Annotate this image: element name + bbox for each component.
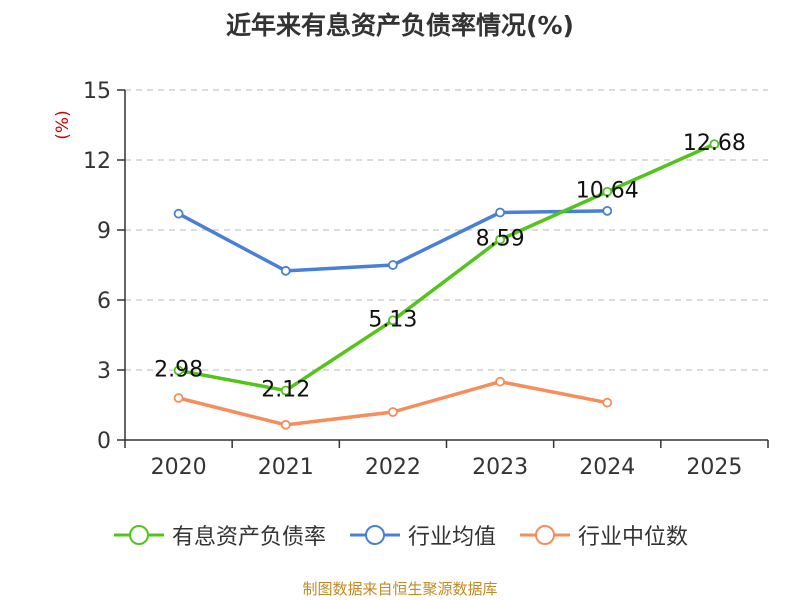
legend-marker-icon <box>113 525 164 545</box>
y-axis-label: (%) <box>53 110 73 139</box>
y-tick-label: 6 <box>97 289 111 314</box>
data-point <box>495 376 505 387</box>
legend-label: 行业中位数 <box>578 525 689 550</box>
x-tick-label: 2022 <box>365 455 421 480</box>
data-point <box>495 207 505 218</box>
chart-title: 近年来有息资产负债率情况(%) <box>226 11 574 40</box>
data-label: 2.98 <box>154 357 203 382</box>
data-point <box>388 407 398 417</box>
x-tick-label: 2023 <box>472 455 528 480</box>
y-tick-label: 15 <box>83 79 111 104</box>
y-tick-label: 0 <box>97 429 111 454</box>
x-tick-label: 2025 <box>686 455 742 480</box>
legend-label: 有息资产负债率 <box>171 525 326 550</box>
legend-item[interactable]: 行业中位数 <box>518 519 688 551</box>
series-line <box>178 142 716 393</box>
x-tick-label: 2020 <box>151 455 207 480</box>
data-point <box>280 419 291 430</box>
legend-item[interactable]: 行业均值 <box>348 519 496 551</box>
data-point <box>388 260 398 270</box>
legend-item[interactable]: 有息资产负债率 <box>112 519 326 551</box>
data-point <box>173 365 184 376</box>
chart-legend: 有息资产负债率 行业均值 行业中位数 <box>0 519 800 551</box>
data-label: 5.13 <box>368 307 417 332</box>
series-line <box>178 379 608 427</box>
data-point <box>280 385 291 396</box>
data-point <box>495 234 505 245</box>
legend-marker-icon <box>520 525 570 545</box>
legend-marker-icon <box>349 525 400 545</box>
y-tick-label: 9 <box>97 219 111 244</box>
data-point <box>173 208 184 219</box>
y-tick-label: 12 <box>83 149 111 174</box>
y-tick-label: 3 <box>97 359 111 384</box>
data-point <box>602 397 613 408</box>
source-note: 制图数据来自恒生聚源数据库 <box>302 580 498 598</box>
data-point <box>280 265 291 276</box>
data-point <box>602 186 613 197</box>
data-point <box>388 315 398 326</box>
x-tick-label: 2021 <box>258 455 314 480</box>
data-point <box>602 205 613 216</box>
data-point <box>173 393 184 403</box>
x-tick-label: 2024 <box>579 455 635 480</box>
data-label: 12.68 <box>683 131 746 156</box>
legend-label: 行业均值 <box>407 525 496 550</box>
data-label: 2.12 <box>261 378 310 403</box>
data-label: 8.59 <box>476 227 525 252</box>
data-label: 10.64 <box>576 179 639 204</box>
data-point <box>709 139 720 150</box>
